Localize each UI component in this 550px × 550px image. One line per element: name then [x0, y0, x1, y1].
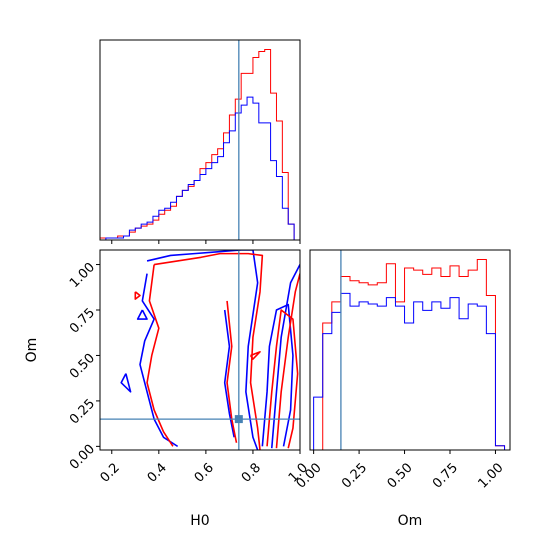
blue-contour — [270, 264, 300, 449]
red-contour — [275, 273, 300, 449]
om-marginal-panel: 0.00 0.25 0.50 0.75 1.00 — [294, 249, 511, 492]
blue-contour — [146, 250, 259, 450]
y-tick-label: 0.25 — [67, 396, 98, 427]
x-tick-label: 0.2 — [98, 460, 123, 485]
x-axis-label-om: Om — [398, 513, 423, 529]
x-tick-label: 1.00 — [475, 460, 506, 491]
blue-histogram-series — [313, 292, 506, 450]
y-tick-label: 0.00 — [67, 442, 98, 473]
h0-marginal-panel — [99, 39, 301, 244]
x-tick-label: 0.75 — [430, 460, 461, 491]
panel-frame — [309, 249, 511, 451]
y-tick-label: 1.00 — [67, 260, 98, 291]
blue-contour — [136, 309, 148, 320]
x-tick-label: 0.25 — [339, 460, 370, 491]
blue-contour — [139, 273, 179, 448]
x-tick-label: 0.4 — [145, 460, 170, 485]
y-tick-label: 0.75 — [67, 305, 98, 336]
blue-contour — [223, 309, 235, 438]
x-tick-label: 0.6 — [192, 460, 217, 485]
red-contour — [153, 252, 264, 450]
contour-lines — [120, 250, 300, 450]
blue-histogram-series — [100, 96, 300, 241]
truth-marker — [234, 415, 243, 424]
x-tick-label: 0.50 — [385, 460, 416, 491]
red-histogram-series — [313, 259, 506, 451]
red-contour — [249, 351, 261, 360]
x-tick-label: 0.8 — [239, 460, 264, 485]
panel-frame — [99, 249, 301, 451]
y-axis-label-om: Om — [24, 338, 40, 363]
x-axis-label-h0: H0 — [190, 513, 209, 529]
red-contour — [226, 300, 238, 443]
blue-contour — [120, 373, 132, 393]
y-tick-label: 0.50 — [67, 351, 98, 382]
red-histogram-series — [99, 49, 300, 241]
blue-contour — [261, 303, 294, 447]
panel-frame — [99, 39, 301, 241]
h0-om-contour-panel: 0.2 0.4 0.6 0.8 1.00.000.250.500.751.00 — [67, 249, 311, 486]
red-contour — [146, 264, 174, 447]
red-contour — [134, 291, 141, 300]
